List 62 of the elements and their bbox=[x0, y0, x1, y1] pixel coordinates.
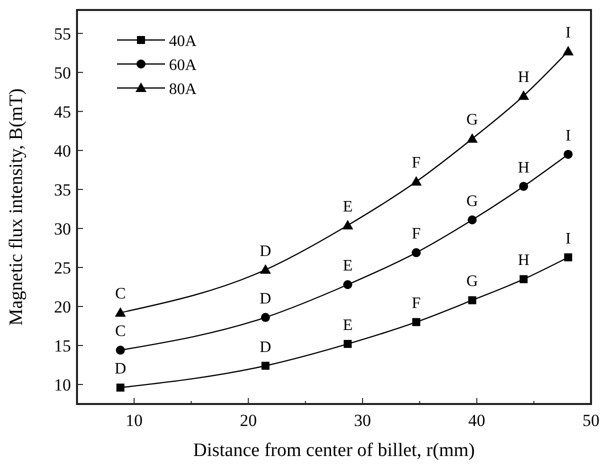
annotation: C bbox=[115, 323, 126, 340]
annotation: F bbox=[412, 226, 421, 243]
y-tick-label: 20 bbox=[54, 297, 71, 316]
annotation: H bbox=[518, 68, 530, 86]
point bbox=[260, 264, 271, 274]
point bbox=[412, 318, 420, 326]
annotation: I bbox=[565, 127, 571, 144]
y-tick-label: 30 bbox=[54, 219, 71, 238]
point bbox=[261, 362, 270, 370]
annotation: G bbox=[466, 273, 478, 290]
annotation: H bbox=[518, 252, 530, 270]
annotation: E bbox=[342, 258, 353, 275]
point bbox=[562, 46, 574, 56]
legend-label: 40A bbox=[169, 33, 197, 50]
point bbox=[116, 346, 125, 355]
point bbox=[412, 248, 421, 258]
annotation: F bbox=[412, 154, 421, 172]
point bbox=[518, 90, 530, 100]
y-tick-label: 55 bbox=[54, 24, 71, 44]
x-tick-label: 20 bbox=[240, 411, 257, 430]
point bbox=[466, 133, 478, 143]
annotation: G bbox=[466, 112, 478, 129]
legend-label: 80A bbox=[169, 81, 197, 98]
annotation: H bbox=[518, 159, 530, 176]
x-tick-label: 40 bbox=[468, 411, 486, 430]
y-tick-label: 50 bbox=[54, 63, 71, 82]
annotation: D bbox=[260, 290, 272, 308]
annotation: D bbox=[260, 338, 272, 356]
point bbox=[260, 312, 270, 322]
y-tick-label: 10 bbox=[54, 375, 71, 394]
point bbox=[519, 182, 528, 191]
y-axis-title: Magnetic flux intensity, B(mT) bbox=[6, 88, 27, 326]
annotation: G bbox=[466, 192, 478, 210]
point bbox=[344, 340, 352, 348]
y-tick-label: 45 bbox=[54, 102, 71, 122]
point bbox=[468, 215, 477, 224]
annotation: F bbox=[412, 295, 421, 312]
y-tick-label: 35 bbox=[54, 180, 71, 200]
x-tick-label: 50 bbox=[582, 411, 600, 430]
point bbox=[116, 384, 124, 392]
annotation: I bbox=[565, 24, 571, 42]
x-tick-label: 30 bbox=[354, 411, 372, 430]
annotation: E bbox=[342, 316, 353, 334]
point bbox=[564, 253, 572, 262]
annotation: D bbox=[114, 360, 126, 378]
point bbox=[114, 307, 126, 317]
point bbox=[343, 280, 352, 290]
point bbox=[564, 150, 573, 159]
legend-label: 60A bbox=[169, 57, 197, 74]
annotation: E bbox=[342, 198, 353, 216]
x-axis-title: Distance from center of billet, r(mm) bbox=[193, 440, 475, 461]
point bbox=[410, 176, 422, 186]
point bbox=[468, 296, 476, 304]
point bbox=[520, 275, 528, 284]
y-tick-label: 40 bbox=[54, 141, 71, 160]
annotation: D bbox=[260, 242, 272, 260]
point bbox=[342, 220, 354, 230]
x-tick-label: 10 bbox=[126, 411, 143, 430]
annotation: I bbox=[565, 230, 571, 248]
y-tick-label: 15 bbox=[54, 336, 71, 356]
annotation: C bbox=[115, 286, 126, 303]
y-tick-label: 25 bbox=[54, 258, 71, 278]
